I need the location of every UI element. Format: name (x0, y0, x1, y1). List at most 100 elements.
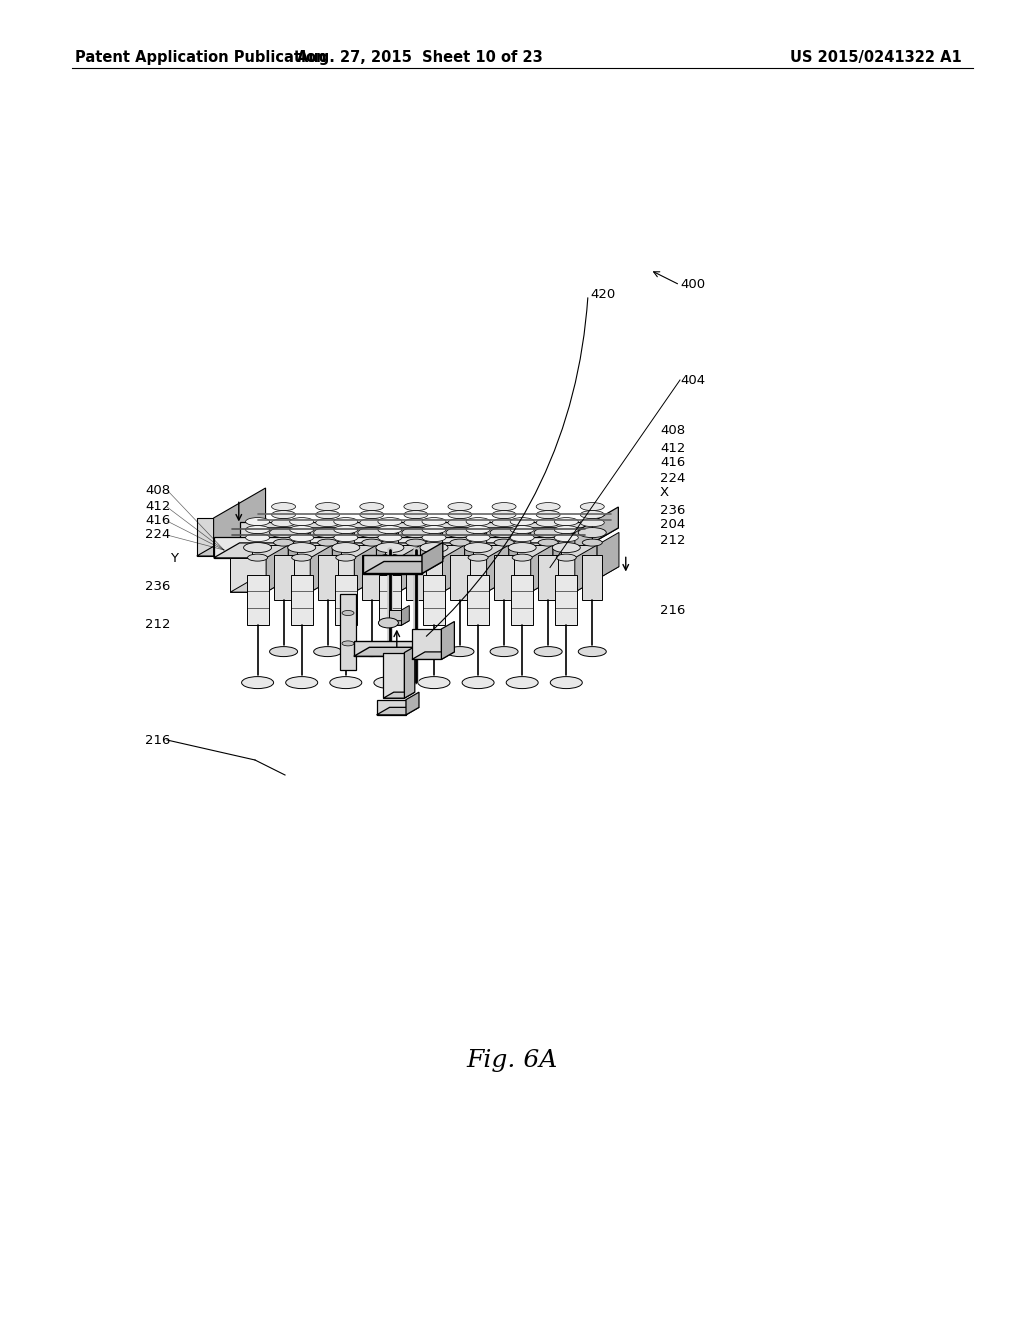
Polygon shape (401, 606, 410, 626)
Polygon shape (364, 554, 422, 573)
Polygon shape (597, 532, 618, 579)
Polygon shape (561, 545, 597, 579)
Ellipse shape (271, 511, 296, 519)
Ellipse shape (508, 543, 537, 553)
Text: 216: 216 (660, 603, 685, 616)
Ellipse shape (403, 519, 428, 527)
FancyBboxPatch shape (423, 574, 445, 624)
Ellipse shape (290, 533, 313, 541)
Ellipse shape (342, 642, 354, 645)
Polygon shape (429, 566, 486, 579)
FancyBboxPatch shape (583, 554, 602, 599)
Text: 236: 236 (145, 581, 170, 594)
Polygon shape (318, 579, 377, 593)
Polygon shape (407, 558, 442, 593)
Polygon shape (422, 543, 442, 573)
Ellipse shape (537, 519, 560, 527)
Ellipse shape (269, 647, 298, 656)
Polygon shape (362, 579, 421, 593)
Text: 400: 400 (680, 279, 706, 292)
Ellipse shape (403, 511, 428, 519)
Polygon shape (398, 545, 421, 593)
Ellipse shape (464, 543, 493, 553)
Ellipse shape (313, 647, 342, 656)
Text: 412: 412 (660, 441, 685, 454)
Ellipse shape (290, 525, 313, 533)
Ellipse shape (466, 525, 490, 533)
Polygon shape (412, 630, 441, 660)
Ellipse shape (494, 539, 514, 546)
Polygon shape (473, 566, 530, 579)
Polygon shape (441, 622, 455, 660)
Ellipse shape (583, 539, 602, 546)
Polygon shape (473, 545, 509, 579)
Polygon shape (574, 545, 597, 593)
FancyArrowPatch shape (426, 298, 588, 636)
FancyBboxPatch shape (273, 554, 294, 599)
Polygon shape (318, 558, 354, 593)
Ellipse shape (292, 554, 311, 561)
FancyBboxPatch shape (511, 574, 534, 624)
Ellipse shape (317, 539, 338, 546)
Polygon shape (389, 620, 410, 626)
Ellipse shape (379, 618, 398, 628)
Polygon shape (354, 642, 421, 656)
Polygon shape (364, 561, 442, 573)
Ellipse shape (462, 677, 495, 689)
Ellipse shape (466, 533, 490, 541)
Ellipse shape (422, 533, 446, 541)
Polygon shape (495, 579, 553, 593)
Polygon shape (539, 579, 597, 593)
Polygon shape (340, 594, 356, 671)
Ellipse shape (336, 554, 355, 561)
Ellipse shape (539, 539, 558, 546)
Ellipse shape (554, 525, 579, 533)
Ellipse shape (271, 519, 296, 527)
Ellipse shape (403, 503, 428, 511)
Ellipse shape (422, 517, 446, 525)
Polygon shape (530, 545, 553, 593)
Polygon shape (288, 532, 310, 579)
Ellipse shape (418, 677, 450, 689)
Polygon shape (451, 579, 509, 593)
Polygon shape (230, 558, 266, 593)
FancyBboxPatch shape (291, 574, 312, 624)
Ellipse shape (537, 503, 560, 511)
Polygon shape (297, 545, 332, 579)
Ellipse shape (315, 519, 340, 527)
Text: 224: 224 (660, 471, 685, 484)
Polygon shape (385, 545, 421, 579)
Polygon shape (214, 537, 566, 558)
Polygon shape (274, 558, 310, 593)
Polygon shape (197, 517, 214, 556)
Polygon shape (486, 545, 509, 593)
Ellipse shape (447, 519, 472, 527)
Ellipse shape (554, 517, 579, 525)
Text: 212: 212 (145, 619, 171, 631)
Ellipse shape (447, 511, 472, 519)
Ellipse shape (493, 503, 516, 511)
Ellipse shape (378, 517, 401, 525)
Ellipse shape (466, 517, 490, 525)
Ellipse shape (406, 539, 426, 546)
Ellipse shape (579, 528, 606, 537)
Ellipse shape (286, 677, 317, 689)
Text: Fig. 6A: Fig. 6A (466, 1048, 558, 1072)
Ellipse shape (510, 533, 535, 541)
Ellipse shape (581, 503, 604, 511)
FancyBboxPatch shape (467, 574, 489, 624)
Ellipse shape (361, 539, 382, 546)
Polygon shape (197, 525, 265, 556)
Ellipse shape (422, 525, 446, 533)
Polygon shape (566, 521, 592, 558)
Text: 236: 236 (660, 503, 685, 516)
Polygon shape (341, 545, 377, 579)
Text: 412: 412 (145, 500, 170, 513)
FancyBboxPatch shape (555, 574, 578, 624)
Ellipse shape (550, 677, 583, 689)
Ellipse shape (357, 647, 386, 656)
Ellipse shape (273, 539, 294, 546)
Ellipse shape (579, 647, 606, 656)
Ellipse shape (446, 528, 474, 537)
Polygon shape (451, 558, 486, 593)
